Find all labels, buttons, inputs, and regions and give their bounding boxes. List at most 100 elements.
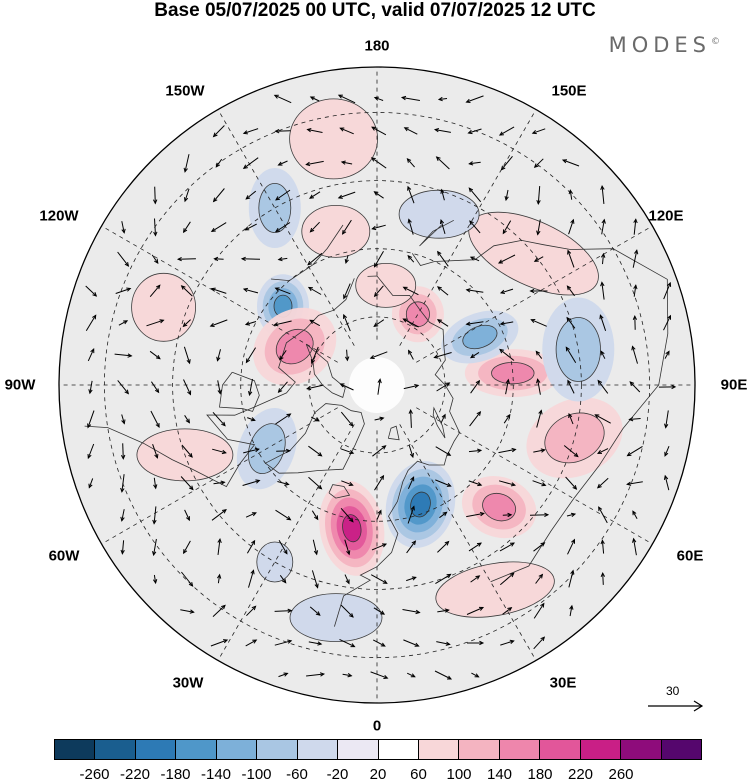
- wind-vector: [248, 569, 255, 588]
- wind-vector-head: [287, 608, 293, 613]
- wind-vector-head: [344, 356, 350, 362]
- wind-vector-shaft: [340, 448, 354, 454]
- lon-label-150w: 150W: [165, 82, 205, 100]
- wind-vector-shaft: [245, 347, 257, 363]
- wind-vector-head: [402, 286, 408, 291]
- wind-vector-shaft: [85, 285, 97, 297]
- wind-vector-head: [538, 409, 543, 415]
- wind-vector: [467, 640, 485, 646]
- wind-vector: [466, 606, 485, 615]
- wind-vector-shaft: [180, 476, 194, 490]
- wind-vector: [470, 575, 481, 583]
- wind-vector-head: [221, 604, 226, 610]
- wind-vector-head: [343, 294, 348, 300]
- wind-vector-head: [411, 540, 417, 546]
- wind-vector: [308, 641, 323, 646]
- wind-vector-head: [567, 249, 572, 255]
- brand-logo: MODES©: [609, 33, 720, 57]
- colorbar-tick-label: 100: [446, 766, 472, 783]
- wind-vector: [277, 160, 288, 166]
- wind-vector: [212, 448, 227, 455]
- wind-vector-head: [339, 383, 345, 388]
- wind-vector-shaft: [595, 414, 611, 424]
- wind-vector-shaft: [279, 575, 287, 583]
- colorbar-cell: [216, 740, 258, 759]
- wind-vector: [210, 287, 227, 294]
- wind-vector: [529, 288, 548, 294]
- wind-vector-shaft: [533, 542, 545, 552]
- wind-vector-shaft: [567, 380, 575, 394]
- wind-vector-head: [309, 194, 315, 199]
- wind-vector-head: [436, 319, 442, 324]
- wind-vector-head: [601, 218, 606, 224]
- wind-vector-shaft: [563, 445, 579, 457]
- anomaly-contour: [355, 262, 417, 308]
- wind-vector-head: [567, 379, 572, 385]
- wind-vector: [373, 191, 384, 199]
- wind-vector: [115, 287, 132, 294]
- wind-vector-head: [242, 287, 248, 293]
- wind-vector-head: [664, 451, 669, 457]
- wind-vector-shaft: [499, 349, 515, 361]
- wind-vector: [632, 510, 638, 520]
- wind-vector: [467, 128, 482, 135]
- wind-vector-shaft: [245, 190, 257, 200]
- wind-vector-shaft: [500, 288, 514, 294]
- wind-vector: [245, 512, 257, 518]
- wind-vector-shaft: [374, 475, 384, 491]
- wind-vector: [435, 156, 450, 170]
- wind-vector: [369, 351, 388, 359]
- wind-vector-head: [475, 575, 481, 580]
- wind-vector: [531, 128, 546, 135]
- wind-vector-head: [182, 228, 188, 234]
- wind-vector-shaft: [469, 411, 481, 427]
- wind-vector: [306, 672, 326, 677]
- wind-vector: [120, 443, 126, 460]
- wind-vector: [468, 161, 481, 166]
- wind-vector: [344, 539, 351, 556]
- wind-vector-head: [467, 129, 473, 135]
- coastline: [411, 239, 669, 583]
- wind-vector-shaft: [533, 636, 545, 650]
- wind-vector: [436, 382, 451, 392]
- wind-vector-head: [379, 474, 385, 480]
- wind-vector-head: [120, 549, 125, 555]
- wind-vector: [182, 221, 191, 234]
- wind-vector: [535, 350, 543, 359]
- wind-vector-shaft: [632, 346, 638, 364]
- wind-vector: [370, 574, 388, 584]
- wind-vector: [600, 184, 605, 204]
- wind-vector-shaft: [408, 350, 414, 360]
- wind-vector: [243, 447, 260, 454]
- wind-vector: [88, 478, 94, 489]
- wind-vector: [337, 191, 356, 199]
- wind-vector-shaft: [601, 186, 605, 204]
- anomaly-center: [289, 98, 379, 180]
- lon-label-120w: 120W: [39, 207, 79, 225]
- wind-vector-head: [251, 512, 257, 517]
- wind-vector-shaft: [181, 444, 193, 458]
- colorbar-tick-label: -220: [119, 766, 151, 783]
- colorbar-cell: [95, 740, 136, 759]
- wind-vector-head: [310, 359, 316, 365]
- wind-vector: [373, 607, 386, 615]
- wind-vector: [628, 416, 641, 422]
- wind-vector-shaft: [278, 381, 288, 393]
- wind-vector-head: [509, 572, 515, 578]
- wind-vector: [529, 512, 550, 518]
- wind-vector: [212, 125, 225, 138]
- wind-vector: [87, 348, 95, 362]
- wind-vector-shaft: [567, 285, 575, 297]
- wind-vector: [498, 480, 517, 487]
- wind-vector-shaft: [466, 95, 484, 103]
- anomaly-contour: [275, 328, 314, 365]
- wind-vector-head: [411, 576, 417, 581]
- wind-vector: [437, 286, 449, 296]
- colorbar-cell: [135, 740, 177, 759]
- wind-vector-head: [159, 319, 165, 324]
- colorbar-tick-label: -260: [79, 766, 110, 783]
- wind-vector: [376, 509, 382, 520]
- lon-label-30e: 30E: [549, 674, 577, 692]
- wind-vector: [600, 350, 606, 359]
- wind-vector-head: [92, 292, 98, 297]
